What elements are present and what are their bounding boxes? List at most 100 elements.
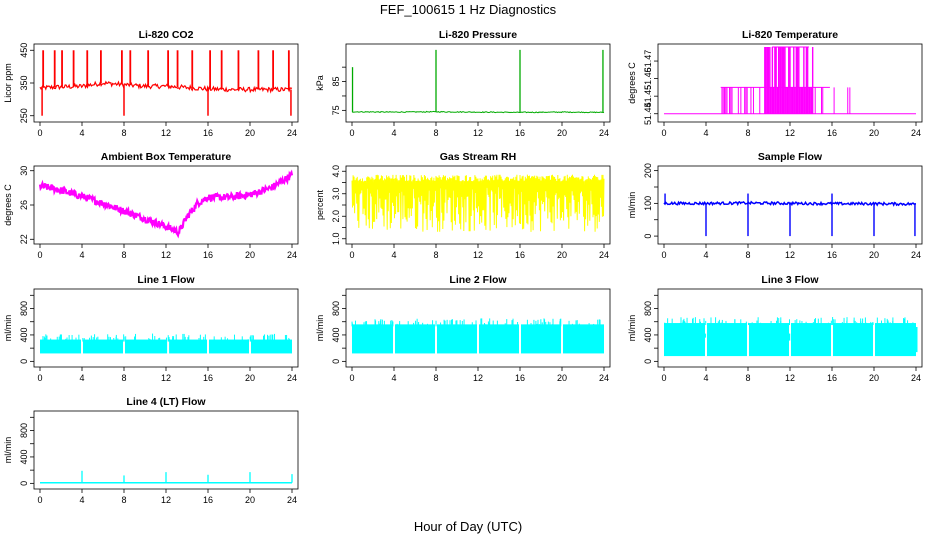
x-tick-label: 0 [661,373,666,383]
x-tick-label: 4 [79,250,84,260]
flow-band [125,339,168,354]
x-tick-label: 24 [287,495,297,505]
figure-xlabel: Hour of Day (UTC) [414,519,522,534]
x-tick-label: 8 [745,250,750,260]
flow-band [169,339,207,354]
y-tick-label: 450 [19,43,29,58]
flow-band [521,324,561,354]
x-tick-label: 4 [391,373,396,383]
x-tick-label: 24 [599,128,609,138]
y-tick-label: 2.0 [331,210,341,223]
x-tick-label: 24 [287,128,297,138]
y-tick-label: 51.47 [643,50,653,73]
y-tick-label: 51.45 [643,85,653,108]
flow-band [437,324,477,354]
series-line [351,110,605,114]
x-tick-label: 16 [515,250,525,260]
x-tick-label: 16 [515,373,525,383]
flow-band [833,323,873,357]
x-tick-label: 20 [245,373,255,383]
x-tick-label: 8 [745,373,750,383]
x-tick-label: 8 [745,128,750,138]
y-tick-label: 85 [331,77,341,87]
y-tick-label: 400 [643,327,653,342]
plot-frame [33,165,299,245]
x-tick-label: 20 [557,373,567,383]
y-tick-label: 1.0 [331,232,341,245]
flow-band [563,324,604,354]
x-tick-label: 12 [785,373,795,383]
x-tick-label: 16 [203,128,213,138]
panel-ylabel: degrees C [627,62,637,104]
flow-band [749,323,789,357]
panel-title: Li-820 CO2 [139,29,194,41]
x-tick-label: 12 [473,373,483,383]
flow-band [209,339,249,354]
x-tick-label: 12 [785,250,795,260]
panel-title: Li-820 Pressure [439,29,517,41]
x-tick-label: 16 [827,250,837,260]
x-tick-label: 24 [599,373,609,383]
panel-title: Line 2 Flow [449,274,507,286]
panel-line1: Line 1 Flow ml/min 0 4 8 12 16 20 24 0 400 800 [3,274,299,383]
x-tick-label: 0 [349,250,354,260]
y-tick-label: 250 [19,108,29,123]
x-tick-label: 24 [287,250,297,260]
panel-li_temp: Li-820 Temperature degrees C 0 4 8 12 16 20 24 51… [627,29,923,138]
plot-frame [33,288,299,368]
panel-title: Ambient Box Temperature [101,151,232,163]
panel-co2: Li-820 CO2 Licor ppm 0 4 8 12 16 20 24 250 350 450 [3,29,299,138]
panel-ambient: Ambient Box Temperature degrees C 0 4 8 12 16 2… [3,151,299,260]
x-tick-label: 20 [557,250,567,260]
x-tick-label: 12 [473,250,483,260]
panel-ylabel: kPa [315,75,325,91]
y-tick-label: 51.44 [643,102,653,125]
x-tick-label: 24 [287,373,297,383]
flow-band [791,323,831,357]
panel-title: Line 1 Flow [137,274,195,286]
flow-band [251,339,292,354]
x-tick-label: 4 [79,128,84,138]
y-tick-label: 100 [643,196,653,211]
y-tick-label: 0 [643,359,653,364]
panel-sample_flow: Sample Flow ml/min 0 4 8 12 16 20 24 0 100 200 [627,151,923,260]
x-tick-label: 12 [161,373,171,383]
x-tick-label: 20 [869,128,879,138]
x-tick-label: 0 [37,495,42,505]
x-tick-label: 4 [79,495,84,505]
y-tick-label: 3.0 [331,187,341,200]
x-tick-label: 0 [349,373,354,383]
x-tick-label: 20 [245,495,255,505]
x-tick-label: 16 [827,373,837,383]
x-tick-label: 0 [37,250,42,260]
x-tick-label: 0 [661,128,666,138]
figure-title: FEF_100615 1 Hz Diagnostics [380,2,557,17]
x-tick-label: 8 [121,373,126,383]
x-tick-label: 16 [203,495,213,505]
y-tick-label: 800 [19,301,29,316]
panel-title: Gas Stream RH [440,151,516,163]
y-tick-label: 400 [19,327,29,342]
panel-ylabel: Licor ppm [3,63,13,103]
panel-line3: Line 3 Flow ml/min 0 4 8 12 16 20 24 0 400 800 [627,274,923,383]
x-tick-label: 24 [599,250,609,260]
x-tick-label: 8 [121,128,126,138]
panel-ylabel: ml/min [315,315,325,342]
x-tick-label: 20 [869,373,879,383]
panel-title: Li-820 Temperature [742,29,838,41]
y-tick-label: 0 [19,481,29,486]
plot-frame [345,43,611,123]
x-tick-label: 20 [869,250,879,260]
panel-line2: Line 2 Flow ml/min 0 4 8 12 16 20 24 0 400 800 [315,274,611,383]
x-tick-label: 4 [391,128,396,138]
x-tick-label: 8 [433,250,438,260]
y-tick-label: 0 [19,359,29,364]
x-tick-label: 12 [785,128,795,138]
x-tick-label: 4 [391,250,396,260]
y-tick-label: 800 [643,301,653,316]
x-tick-label: 4 [703,250,708,260]
x-tick-label: 4 [79,373,84,383]
panel-ylabel: degrees C [3,184,13,226]
